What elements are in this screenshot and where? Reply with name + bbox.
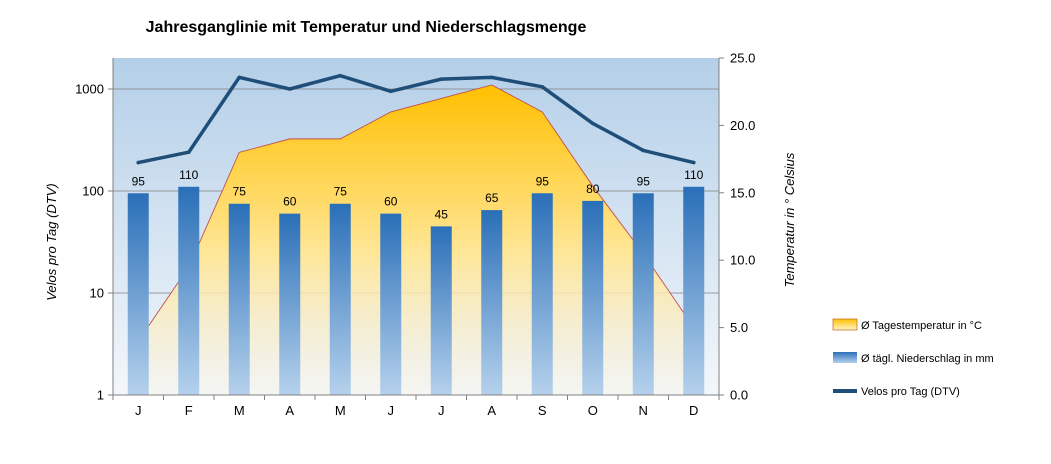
y-right-tick-label: 15.0: [730, 185, 755, 200]
bar-value-label: 60: [283, 195, 297, 209]
chart-title: Jahresganglinie mit Temperatur und Niede…: [146, 19, 587, 36]
velos-point: [237, 75, 242, 80]
bar-value-label: 75: [233, 185, 247, 199]
x-tick-label: O: [588, 403, 598, 418]
bar-value-label: 75: [334, 185, 348, 199]
x-tick-label: N: [639, 403, 648, 418]
precipitation-bar: [683, 186, 705, 395]
legend-item-velos: Velos pro Tag (DTV): [833, 386, 960, 398]
velos-point: [388, 89, 393, 94]
y-right-tick-label: 10.0: [730, 253, 755, 268]
x-tick-label: F: [185, 403, 193, 418]
velos-point: [641, 148, 646, 153]
legend-label-velos: Velos pro Tag (DTV): [861, 386, 960, 398]
precipitation-bar: [228, 203, 250, 395]
x-tick-label: A: [285, 403, 294, 418]
legend-swatch-temperature: [832, 318, 858, 331]
velos-point: [136, 160, 141, 165]
velos-point: [540, 85, 545, 89]
velos-point: [186, 150, 191, 155]
bar-value-label: 65: [485, 191, 499, 205]
velos-line-path: [136, 73, 696, 165]
precipitation-bar: [178, 186, 200, 395]
precipitation-bar: [127, 193, 149, 395]
y-left-axis-label: Velos pro Tag (DTV): [44, 183, 59, 301]
precipitation-bar: [632, 193, 654, 395]
y-left-tick-label: 1000: [75, 82, 104, 97]
bar-value-label: 110: [179, 168, 198, 182]
temperature-area: [137, 84, 695, 396]
precipitation-bar: [380, 213, 402, 395]
legend-swatch-precipitation: [833, 352, 857, 363]
y-left-tick-label: 10: [90, 286, 104, 301]
precipitation-bar: [329, 203, 351, 395]
velos-line: [136, 73, 696, 165]
precipitation-bar: [582, 200, 604, 395]
precipitation-bars: [127, 186, 705, 395]
x-tick-label: S: [538, 403, 547, 418]
bar-value-label: 95: [536, 174, 550, 188]
velos-point: [338, 73, 343, 78]
x-tick-label: D: [689, 403, 698, 418]
bar-value-label: 95: [132, 174, 146, 188]
legend-item-temperature: Ø Tagestemperatur in °C: [832, 318, 982, 332]
temperature-area-outline: [137, 84, 695, 342]
y-right-tick-label: 5.0: [730, 320, 748, 335]
precipitation-bar: [430, 226, 452, 395]
y-left-tick-label: 100: [82, 184, 104, 199]
bar-value-label: 95: [637, 174, 651, 188]
velos-point: [590, 121, 595, 126]
velos-point: [439, 77, 444, 81]
y-right-tick-label: 25.0: [730, 51, 755, 66]
bar-value-label: 45: [435, 207, 449, 221]
temperature-area-fill: [138, 84, 694, 396]
precipitation-bar: [531, 193, 553, 395]
velos-point: [287, 87, 292, 91]
legend: Ø Tagestemperatur in °C Ø tägl. Niedersc…: [832, 318, 994, 398]
velos-point: [489, 75, 494, 80]
x-tick-label: A: [487, 403, 496, 418]
precipitation-bar: [279, 213, 301, 395]
bar-value-labels: 95 110 75 60 75 60 45 65 95 80 95 110: [132, 168, 704, 222]
legend-label-precipitation: Ø tägl. Niederschlag in mm: [861, 353, 994, 365]
x-tick-label: J: [135, 403, 142, 418]
legend-item-precipitation: Ø tägl. Niederschlag in mm: [833, 352, 994, 365]
x-tick-label: M: [234, 403, 245, 418]
precipitation-bar: [481, 210, 503, 395]
y-right-tick-label: 0.0: [730, 388, 748, 403]
x-tick-label: J: [388, 403, 395, 418]
legend-label-temperature: Ø Tagestemperatur in °C: [861, 320, 982, 332]
bar-value-label: 110: [684, 168, 703, 182]
y-right-tick-label: 20.0: [730, 118, 755, 133]
x-tick-label: M: [335, 403, 346, 418]
y-left-tick-label: 1: [97, 388, 104, 403]
bar-value-label: 60: [384, 195, 398, 209]
y-right-axis-label: Temperatur in ° Celsius: [782, 152, 797, 287]
x-tick-label: J: [438, 403, 445, 418]
bar-value-label: 80: [586, 182, 600, 196]
velos-point: [691, 160, 696, 165]
